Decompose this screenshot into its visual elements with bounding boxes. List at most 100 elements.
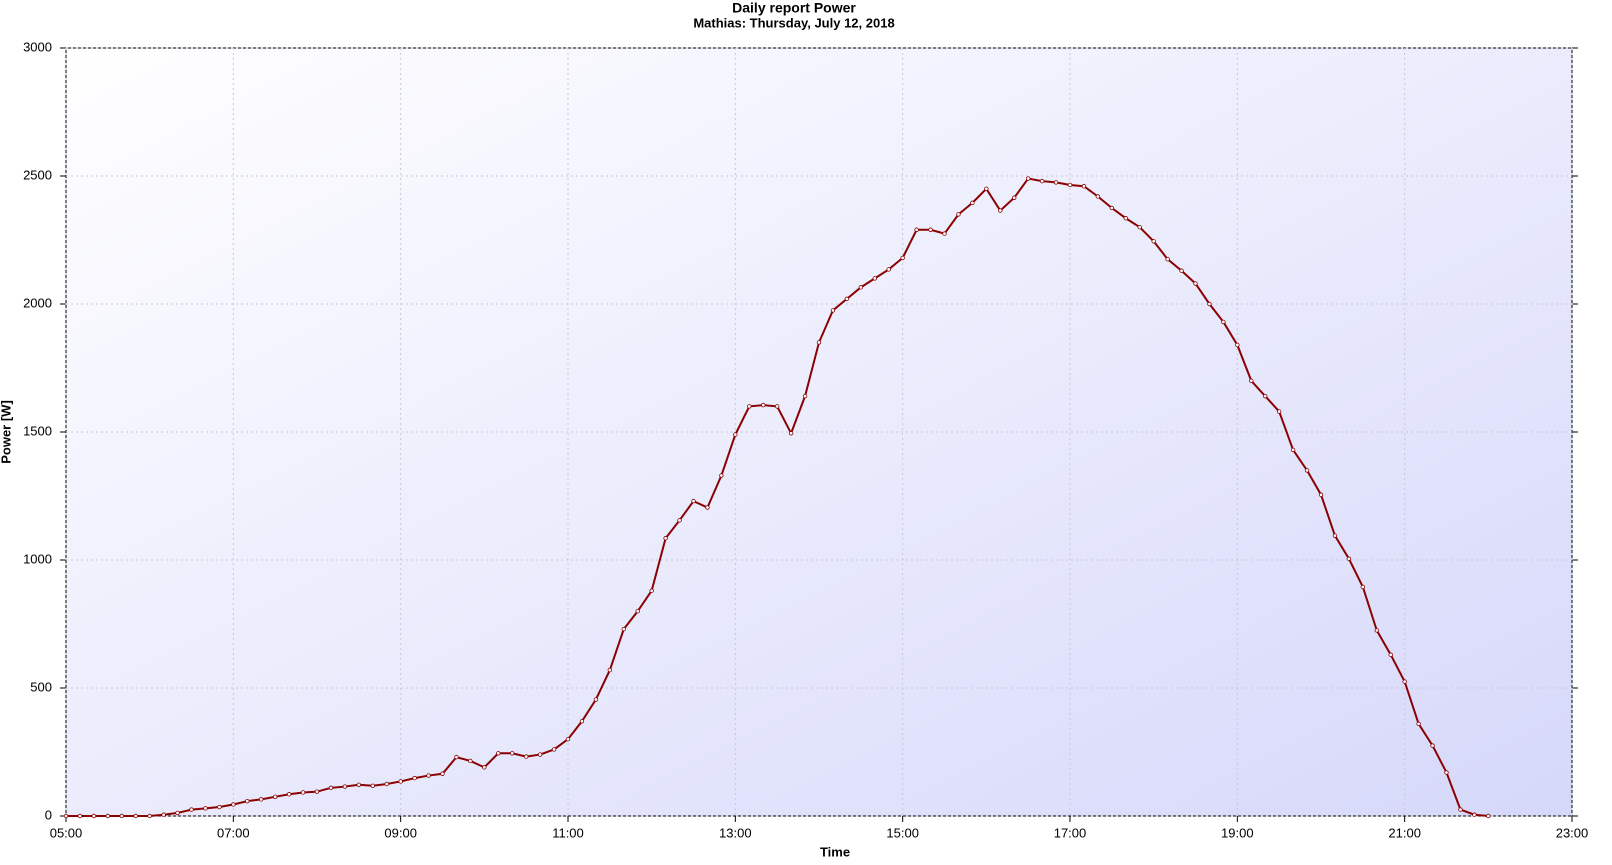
- x-tick-label: 11:00: [552, 825, 584, 840]
- y-tick-label: 1000: [23, 551, 52, 566]
- y-tick-label: 0: [45, 807, 52, 822]
- point: [886, 267, 891, 272]
- point: [774, 404, 780, 409]
- point: [105, 813, 111, 819]
- point: [119, 813, 124, 819]
- point: [328, 785, 334, 791]
- point: [1304, 468, 1310, 473]
- point: [1025, 176, 1031, 181]
- point: [621, 626, 626, 632]
- point: [1179, 268, 1184, 273]
- point: [161, 812, 166, 817]
- x-tick-label: 15:00: [886, 825, 919, 840]
- point: [1039, 178, 1045, 184]
- point: [300, 790, 306, 795]
- x-tick-label: 05:00: [50, 825, 83, 840]
- point: [858, 285, 864, 290]
- point: [1193, 281, 1198, 286]
- point: [593, 697, 599, 702]
- point: [956, 212, 961, 217]
- point: [1263, 393, 1268, 399]
- y-tick-label: 3000: [23, 39, 52, 54]
- point: [1221, 319, 1226, 325]
- y-tick-label: 2000: [23, 295, 52, 310]
- point: [91, 813, 97, 819]
- x-axis-label: Time: [820, 844, 850, 859]
- point: [1067, 182, 1073, 188]
- y-tick-label: 2500: [23, 167, 52, 182]
- point: [1486, 813, 1491, 819]
- point: [761, 402, 766, 408]
- point: [189, 807, 194, 812]
- x-tick-label: 09:00: [384, 825, 417, 840]
- point: [77, 813, 83, 819]
- point: [802, 393, 808, 399]
- x-tick-label: 13:00: [719, 825, 752, 840]
- point: [830, 308, 836, 313]
- y-axis-label: Power [W]: [0, 400, 13, 464]
- point: [719, 473, 724, 478]
- point: [245, 798, 250, 804]
- point: [412, 775, 417, 781]
- point: [1374, 628, 1379, 633]
- point: [900, 255, 905, 261]
- point: [1416, 721, 1421, 727]
- point: [147, 813, 152, 819]
- point: [733, 432, 738, 437]
- point: [133, 813, 138, 819]
- point: [356, 782, 362, 787]
- point: [1207, 301, 1212, 307]
- point: [1137, 224, 1142, 230]
- point: [914, 227, 919, 232]
- point: [970, 200, 975, 206]
- point: [984, 186, 989, 191]
- point: [1430, 743, 1435, 748]
- point: [942, 231, 947, 236]
- point: [551, 747, 557, 752]
- point: [565, 737, 571, 742]
- point: [1081, 184, 1087, 189]
- point: [1458, 807, 1463, 812]
- x-tick-label: 19:00: [1221, 825, 1254, 840]
- point: [1472, 812, 1477, 817]
- point: [607, 667, 613, 673]
- point: [523, 754, 529, 759]
- point: [1318, 492, 1324, 497]
- point: [286, 792, 292, 797]
- point: [468, 758, 473, 764]
- point: [1402, 679, 1407, 684]
- point: [398, 779, 403, 784]
- point: [384, 781, 389, 787]
- x-tick-label: 17:00: [1054, 825, 1087, 840]
- point: [440, 771, 445, 776]
- y-tick-label: 500: [30, 679, 52, 694]
- point: [1332, 533, 1338, 538]
- point: [1346, 556, 1352, 561]
- point: [1151, 239, 1156, 244]
- point: [454, 754, 459, 760]
- point: [1444, 770, 1449, 775]
- chart-subtitle: Mathias: Thursday, July 12, 2018: [693, 15, 894, 30]
- point: [1290, 447, 1296, 453]
- point: [175, 810, 180, 816]
- point: [537, 752, 543, 757]
- point: [1388, 652, 1393, 657]
- point: [1095, 194, 1101, 199]
- y-tick-label: 1500: [23, 423, 52, 438]
- point: [1360, 584, 1366, 590]
- point: [496, 751, 501, 756]
- x-tick-label: 23:00: [1556, 825, 1589, 840]
- point: [649, 588, 654, 593]
- point: [314, 789, 320, 794]
- point: [1012, 195, 1017, 200]
- point: [1249, 378, 1254, 383]
- point: [1053, 180, 1059, 185]
- point: [1165, 257, 1170, 262]
- chart-title: Daily report Power: [732, 0, 856, 16]
- point: [747, 404, 752, 409]
- point: [998, 208, 1003, 213]
- point: [816, 340, 822, 345]
- point: [482, 765, 487, 770]
